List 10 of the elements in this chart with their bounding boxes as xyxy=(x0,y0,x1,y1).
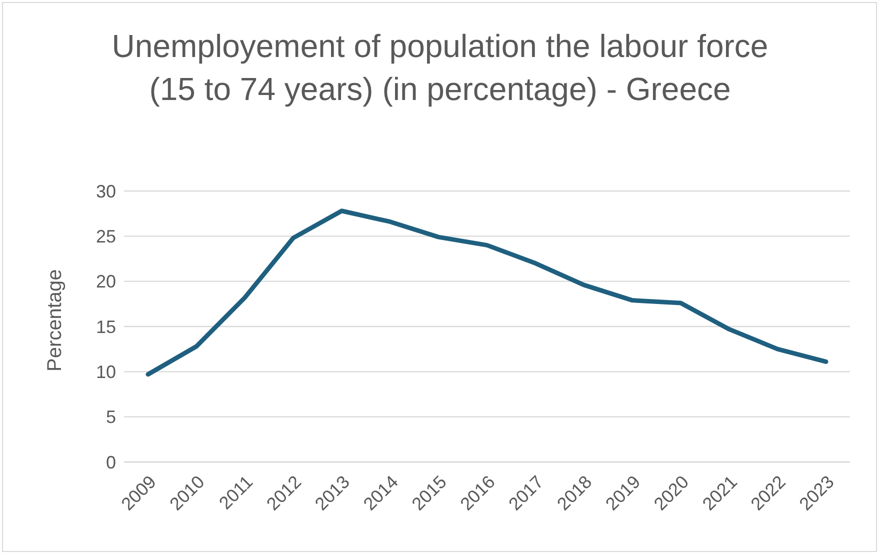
y-tick-label: 30 xyxy=(96,181,116,202)
y-tick-label: 20 xyxy=(96,272,116,292)
chart-title: Unemployement of population the labour force (15 to 74 years) (in percentage) - Greece xyxy=(110,27,770,109)
y-tick-label: 5 xyxy=(106,407,116,428)
y-axis-title: Percentage xyxy=(44,269,66,372)
line-series xyxy=(146,208,828,377)
y-tick-label: 10 xyxy=(96,362,116,382)
y-tick-label: 0 xyxy=(106,452,116,472)
y-tick-label: 15 xyxy=(96,316,116,337)
y-tick-label: 25 xyxy=(96,226,116,247)
